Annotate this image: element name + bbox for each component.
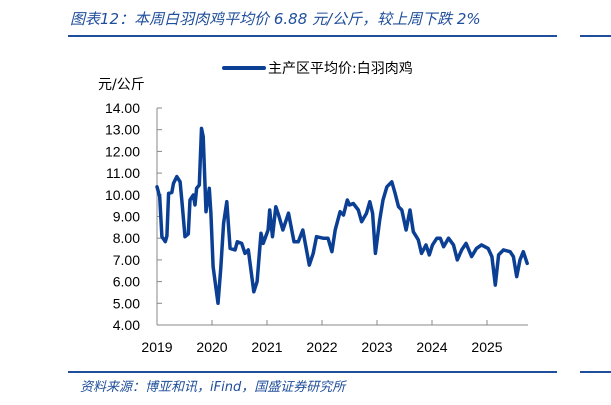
- y-tick-label: 6.00: [113, 274, 140, 290]
- legend-label: 主产区平均价:白羽肉鸡: [268, 60, 413, 77]
- top-rule-fragment: [580, 35, 611, 37]
- y-tick-label: 8.00: [113, 230, 140, 246]
- bottom-rule: [68, 371, 557, 373]
- top-rule: [68, 35, 557, 37]
- x-tick-label: 2024: [416, 339, 447, 355]
- y-tick-label: 4.00: [113, 317, 140, 333]
- y-tick-label: 9.00: [113, 209, 140, 225]
- y-axis-unit: 元/公斤: [98, 77, 145, 93]
- x-tick-label: 2021: [251, 339, 282, 355]
- source-note: 资料来源：博亚和讯，iFind，国盛证券研究所: [80, 380, 346, 395]
- x-tick-label: 2019: [141, 339, 172, 355]
- x-tick-label: 2023: [361, 339, 392, 355]
- legend: 主产区平均价:白羽肉鸡: [222, 60, 413, 77]
- series-line: [155, 126, 529, 306]
- figure-title: 图表12：本周白羽肉鸡平均价 6.88 元/公斤，较上周下跌 2%: [70, 10, 481, 28]
- y-tick-label: 7.00: [113, 252, 140, 268]
- bottom-rule-fragment: [580, 371, 611, 373]
- x-tick-label: 2022: [306, 339, 337, 355]
- x-tick-label: 2025: [471, 339, 502, 355]
- y-tick-label: 13.00: [105, 122, 140, 138]
- y-tick-label: 12.00: [105, 143, 140, 159]
- x-tick-label: 2020: [196, 339, 227, 355]
- y-tick-label: 11.00: [106, 165, 140, 181]
- y-tick-label: 10.00: [105, 187, 140, 203]
- y-tick-label: 5.00: [113, 295, 140, 311]
- y-tick-label: 14.00: [105, 100, 140, 116]
